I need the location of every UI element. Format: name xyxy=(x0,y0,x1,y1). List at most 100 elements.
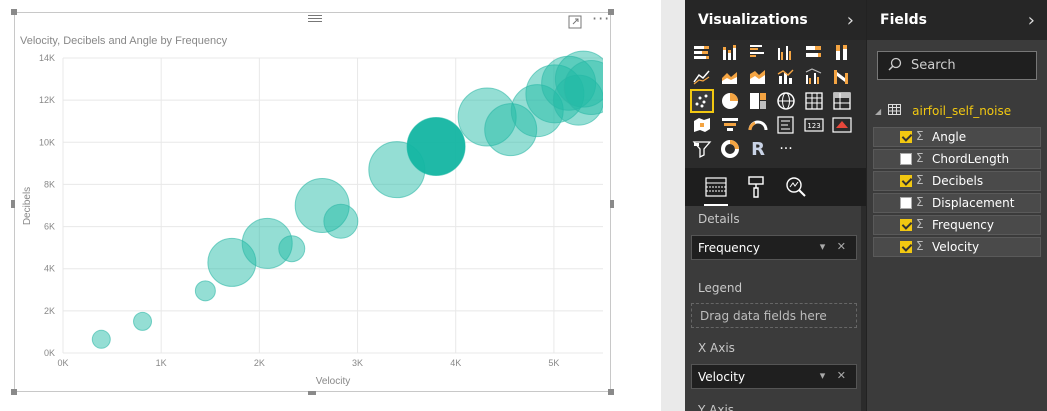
field-angle[interactable]: Σ Angle xyxy=(873,127,1041,147)
field-displacement[interactable]: Σ Displacement xyxy=(873,193,1041,213)
fields-search-input[interactable]: Search xyxy=(877,51,1037,80)
resize-handle-bottom-right[interactable] xyxy=(608,389,614,395)
matrix-icon[interactable] xyxy=(831,90,853,112)
focus-mode-icon[interactable] xyxy=(568,15,582,33)
details-well-field[interactable]: Frequency ▾ ✕ xyxy=(691,235,857,260)
stacked-area-icon[interactable] xyxy=(747,66,769,88)
field-velocity[interactable]: Σ Velocity xyxy=(873,237,1041,257)
field-checkbox[interactable] xyxy=(900,153,912,165)
kpi-icon[interactable] xyxy=(831,114,853,136)
donut-icon[interactable] xyxy=(719,138,741,160)
drag-grip-icon[interactable] xyxy=(308,13,322,23)
table-icon[interactable] xyxy=(803,90,825,112)
pie-chart-icon[interactable] xyxy=(719,90,741,112)
more-options-icon[interactable]: ··· xyxy=(592,9,611,28)
format-tab-icon[interactable] xyxy=(741,172,771,202)
table-icon xyxy=(888,104,902,118)
table-name: airfoil_self_noise xyxy=(912,104,1012,118)
sigma-icon: Σ xyxy=(916,195,924,209)
scatter-point[interactable] xyxy=(241,217,293,269)
chevron-right-icon[interactable]: › xyxy=(846,9,854,31)
field-controls-icon[interactable]: ▾ ✕ xyxy=(819,369,850,382)
gridlines xyxy=(62,57,603,354)
line-chart-icon[interactable] xyxy=(691,66,713,88)
stacked-bar-icon[interactable] xyxy=(691,42,713,64)
y-tick-label: 0K xyxy=(44,348,55,358)
line-column-icon[interactable] xyxy=(775,66,797,88)
scatter-point[interactable] xyxy=(323,203,359,239)
stacked-column-icon[interactable] xyxy=(719,42,741,64)
sigma-icon: Σ xyxy=(916,217,924,231)
r-visual-icon[interactable]: R xyxy=(751,138,765,160)
gauge-icon[interactable] xyxy=(747,114,769,136)
resize-handle-right[interactable] xyxy=(610,200,614,208)
chart-title: Velocity, Decibels and Angle by Frequenc… xyxy=(20,35,228,47)
analytics-tab-icon[interactable] xyxy=(781,172,811,202)
treemap-icon[interactable] xyxy=(747,90,769,112)
resize-handle-bottom[interactable] xyxy=(308,391,316,395)
filled-map-icon[interactable] xyxy=(691,114,713,136)
field-checkbox[interactable] xyxy=(900,241,912,253)
x-axis-label: Velocity xyxy=(316,376,350,387)
scatter-point[interactable] xyxy=(541,55,597,111)
ribbon-chart-icon[interactable] xyxy=(831,66,853,88)
field-chordlength[interactable]: Σ ChordLength xyxy=(873,149,1041,169)
scatter-point[interactable] xyxy=(563,60,612,115)
fields-tab-icon[interactable] xyxy=(701,172,731,206)
scatter-point[interactable] xyxy=(133,311,153,331)
wells-scrollbar[interactable] xyxy=(861,206,866,411)
legend-well-label: Legend xyxy=(698,281,743,295)
line-clustered-icon[interactable] xyxy=(803,66,825,88)
collapse-triangle-icon[interactable]: ◢ xyxy=(875,106,882,116)
scatter-point[interactable] xyxy=(554,50,611,108)
sigma-icon: Σ xyxy=(916,151,924,165)
scatter-point[interactable] xyxy=(484,103,538,157)
100-column-icon[interactable] xyxy=(831,42,853,64)
scatter-point[interactable] xyxy=(91,329,111,349)
field-controls-icon[interactable]: ▾ ✕ xyxy=(819,240,850,253)
scatter-point[interactable] xyxy=(406,117,466,176)
slicer-icon[interactable] xyxy=(691,138,713,160)
field-checkbox[interactable] xyxy=(900,175,912,187)
y-axis-label: Decibels xyxy=(22,187,33,225)
multirow-card-icon[interactable] xyxy=(775,114,797,136)
resize-handle-left[interactable] xyxy=(11,200,15,208)
scatter-point[interactable] xyxy=(525,64,585,124)
axis-ticks: 0K 1K 2K 3K 4K 5K 0K 2K 4K 6K 8K 10K 12K 14K xyxy=(39,53,559,368)
100-bar-icon[interactable] xyxy=(803,42,825,64)
scatter-point[interactable] xyxy=(207,237,257,287)
area-chart-icon[interactable] xyxy=(719,66,741,88)
card-icon[interactable]: 123 xyxy=(803,114,825,136)
clustered-bar-icon[interactable] xyxy=(747,42,769,64)
table-airfoil-self-noise[interactable]: ◢ airfoil_self_noise xyxy=(875,101,1011,121)
field-checkbox[interactable] xyxy=(900,197,912,209)
legend-drop-zone[interactable]: Drag data fields here xyxy=(691,303,857,328)
map-icon[interactable] xyxy=(775,90,797,112)
funnel-icon[interactable] xyxy=(719,114,741,136)
scatter-visual[interactable]: ··· Velocity, Decibels and Angle by Freq… xyxy=(11,9,614,395)
scatter-point[interactable] xyxy=(510,84,564,138)
scatter-chart-icon[interactable] xyxy=(690,89,714,113)
chevron-right-icon[interactable]: › xyxy=(1027,9,1035,31)
field-frequency[interactable]: Σ Frequency xyxy=(873,215,1041,235)
resize-handle-bottom-left[interactable] xyxy=(11,389,17,395)
x-tick-label: 3K xyxy=(352,358,363,368)
scatter-point[interactable] xyxy=(194,280,216,302)
field-decibels[interactable]: Σ Decibels xyxy=(873,171,1041,191)
field-checkbox[interactable] xyxy=(900,131,912,143)
visualizations-pane: Visualizations › 123 R ··· Details Frequen… xyxy=(685,0,866,411)
resize-handle-top-right[interactable] xyxy=(608,9,614,15)
field-checkbox[interactable] xyxy=(900,219,912,231)
xaxis-well-field[interactable]: Velocity ▾ ✕ xyxy=(691,364,857,389)
scatter-point[interactable] xyxy=(278,235,306,263)
scatter-point[interactable] xyxy=(552,74,603,126)
scatter-point[interactable] xyxy=(457,87,517,147)
y-tick-label: 4K xyxy=(44,264,55,274)
resize-handle-top-left[interactable] xyxy=(11,9,17,15)
pane-tabs xyxy=(685,168,866,206)
scatter-point[interactable] xyxy=(294,178,350,233)
more-visuals-icon[interactable]: ··· xyxy=(779,141,793,157)
report-canvas[interactable]: ··· Velocity, Decibels and Angle by Freq… xyxy=(0,0,661,411)
y-tick-label: 12K xyxy=(39,95,55,105)
clustered-column-icon[interactable] xyxy=(775,42,797,64)
